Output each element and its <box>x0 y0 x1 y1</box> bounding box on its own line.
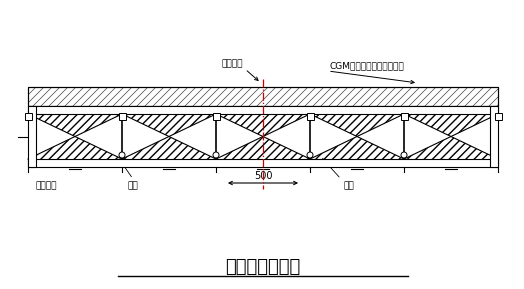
Bar <box>28 87 498 106</box>
Bar <box>28 87 498 106</box>
Bar <box>490 106 498 167</box>
Bar <box>118 113 126 120</box>
Bar <box>495 113 501 120</box>
Bar <box>400 113 408 120</box>
Bar <box>25 113 31 120</box>
Bar <box>213 113 220 120</box>
Circle shape <box>307 152 313 158</box>
Bar <box>28 159 498 167</box>
Text: 梁跨中线: 梁跨中线 <box>222 59 243 68</box>
Text: 角颉: 角颉 <box>343 181 354 190</box>
Text: 预制颉梁示意图: 预制颉梁示意图 <box>225 258 301 276</box>
Text: 对拉螺栓: 对拉螺栓 <box>36 181 58 190</box>
Bar <box>307 113 313 120</box>
Bar <box>28 106 36 167</box>
Circle shape <box>213 152 219 158</box>
Circle shape <box>119 152 125 158</box>
Text: 500: 500 <box>254 171 272 181</box>
Bar <box>28 106 498 114</box>
Text: 角颉: 角颉 <box>128 181 139 190</box>
Circle shape <box>401 152 407 158</box>
Text: CGM高强无收缩灰浆料灰实: CGM高强无收缩灰浆料灰实 <box>330 61 405 70</box>
